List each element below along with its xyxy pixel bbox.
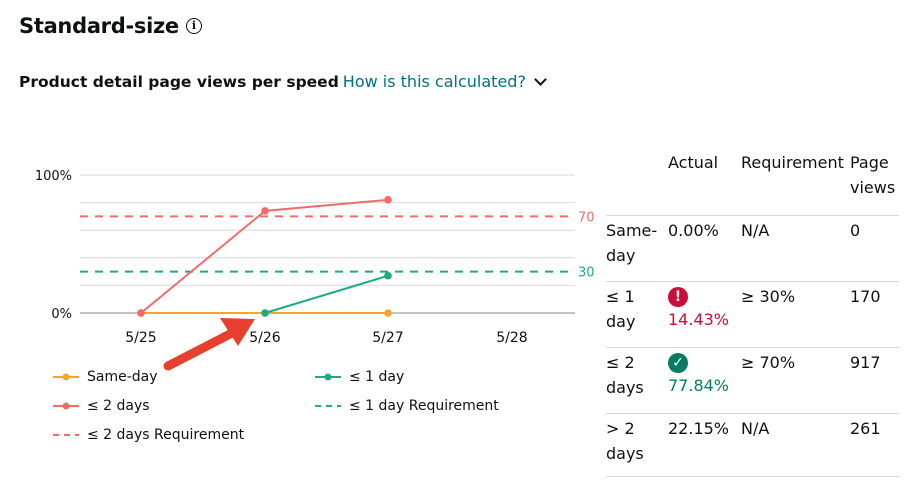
- page-title: Standard-size i: [19, 14, 202, 38]
- column-header-requirement: Requirement: [741, 153, 844, 172]
- legend-item-two-days-requirement[interactable]: ≤ 2 days Requirement: [53, 427, 244, 443]
- speed-label-line2: day: [606, 246, 636, 265]
- speed-label-line2: days: [606, 378, 644, 397]
- data-point: [384, 196, 392, 204]
- actual-cell: ✓ 77.84%: [668, 350, 729, 398]
- dashed-line-icon: [53, 434, 79, 436]
- speed-label-line2: day: [606, 312, 636, 331]
- page-views-cell: 0: [850, 221, 861, 240]
- column-header-actual: Actual: [668, 153, 719, 172]
- chart-subtitle: Product detail page views per speed How …: [19, 72, 547, 91]
- chevron-down-icon[interactable]: [534, 72, 547, 86]
- requirement-cell: ≥ 70%: [741, 353, 796, 372]
- speed-cell: ≤ 1 day: [606, 284, 635, 334]
- page-title-text: Standard-size: [19, 14, 179, 38]
- y-tick-label: 0%: [51, 307, 72, 322]
- arrow-shaft: [163, 328, 237, 371]
- table-row: Same- day 0.00% N/A 0: [606, 215, 899, 282]
- requirement-cell: N/A: [741, 419, 770, 438]
- line-chart: 100% 0% 5/25 5/26 5/27 5/28 30 70: [35, 169, 595, 371]
- x-tick-label: 5/28: [496, 330, 527, 346]
- requirement-cell: N/A: [741, 221, 770, 240]
- table-row: ≤ 1 day ! 14.43% ≥ 30% 170: [606, 281, 899, 348]
- speed-label-line1: ≤ 2: [606, 353, 635, 372]
- table-row: > 2 days 22.15% N/A 261: [606, 413, 899, 477]
- speed-label-line2: days: [606, 444, 644, 463]
- two-days-line-icon: [53, 402, 79, 410]
- data-point: [384, 309, 392, 317]
- actual-value: 14.43%: [668, 310, 730, 329]
- how-calculated-link[interactable]: How is this calculated?: [342, 72, 526, 91]
- speed-label-line1: ≤ 1: [606, 287, 635, 306]
- actual-cell: 0.00%: [668, 221, 719, 240]
- legend-label: ≤ 1 day: [349, 369, 405, 385]
- x-tick-label: 5/26: [249, 330, 281, 346]
- actual-cell: 22.15%: [668, 419, 730, 438]
- actual-value: 77.84%: [668, 376, 730, 395]
- x-tick-label: 5/27: [372, 330, 403, 346]
- checkmark-icon: ✓: [668, 353, 688, 373]
- speed-label-line1: > 2: [606, 419, 635, 438]
- legend-item-one-day[interactable]: ≤ 1 day: [315, 369, 404, 385]
- data-point: [261, 207, 269, 215]
- dashed-line-icon: [315, 405, 341, 407]
- column-header-page-views: Page views: [850, 150, 895, 200]
- one-day-line-icon: [315, 373, 341, 381]
- threshold-label: 70: [578, 210, 595, 225]
- speed-cell: > 2 days: [606, 416, 644, 466]
- column-header-page-views-line1: Page: [850, 153, 889, 172]
- speed-cell: ≤ 2 days: [606, 350, 644, 400]
- x-tick-label: 5/25: [125, 330, 156, 346]
- arrow-head: [220, 318, 255, 346]
- legend-item-two-days[interactable]: ≤ 2 days: [53, 398, 150, 414]
- table-row: ≤ 2 days ✓ 77.84% ≥ 70% 917: [606, 347, 899, 414]
- speed-cell: Same- day: [606, 218, 657, 268]
- legend-label: ≤ 2 days: [87, 398, 150, 414]
- y-tick-label: 100%: [35, 169, 72, 184]
- actual-cell: ! 14.43%: [668, 284, 729, 332]
- legend-item-same-day[interactable]: Same-day: [53, 369, 158, 385]
- legend-label: Same-day: [87, 369, 158, 385]
- page-views-cell: 170: [850, 287, 881, 306]
- error-icon: !: [668, 287, 688, 307]
- annotation-arrow-icon: [163, 318, 255, 371]
- page-views-cell: 261: [850, 419, 881, 438]
- series-line: [264, 274, 389, 314]
- info-icon[interactable]: i: [185, 18, 202, 34]
- legend-item-one-day-requirement[interactable]: ≤ 1 day Requirement: [315, 398, 499, 414]
- data-point: [384, 271, 392, 280]
- same-day-line-icon: [53, 373, 79, 381]
- page-views-cell: 917: [850, 353, 881, 372]
- legend-label: ≤ 2 days Requirement: [87, 427, 245, 443]
- column-header-page-views-line2: views: [850, 178, 896, 197]
- threshold-label: 30: [578, 266, 595, 281]
- legend-label: ≤ 1 day Requirement: [349, 398, 499, 414]
- requirement-cell: ≥ 30%: [741, 287, 796, 306]
- speed-label-line1: Same-: [606, 221, 658, 240]
- data-point: [137, 309, 145, 317]
- chart-subtitle-label: Product detail page views per speed: [19, 72, 339, 91]
- data-point: [261, 309, 269, 317]
